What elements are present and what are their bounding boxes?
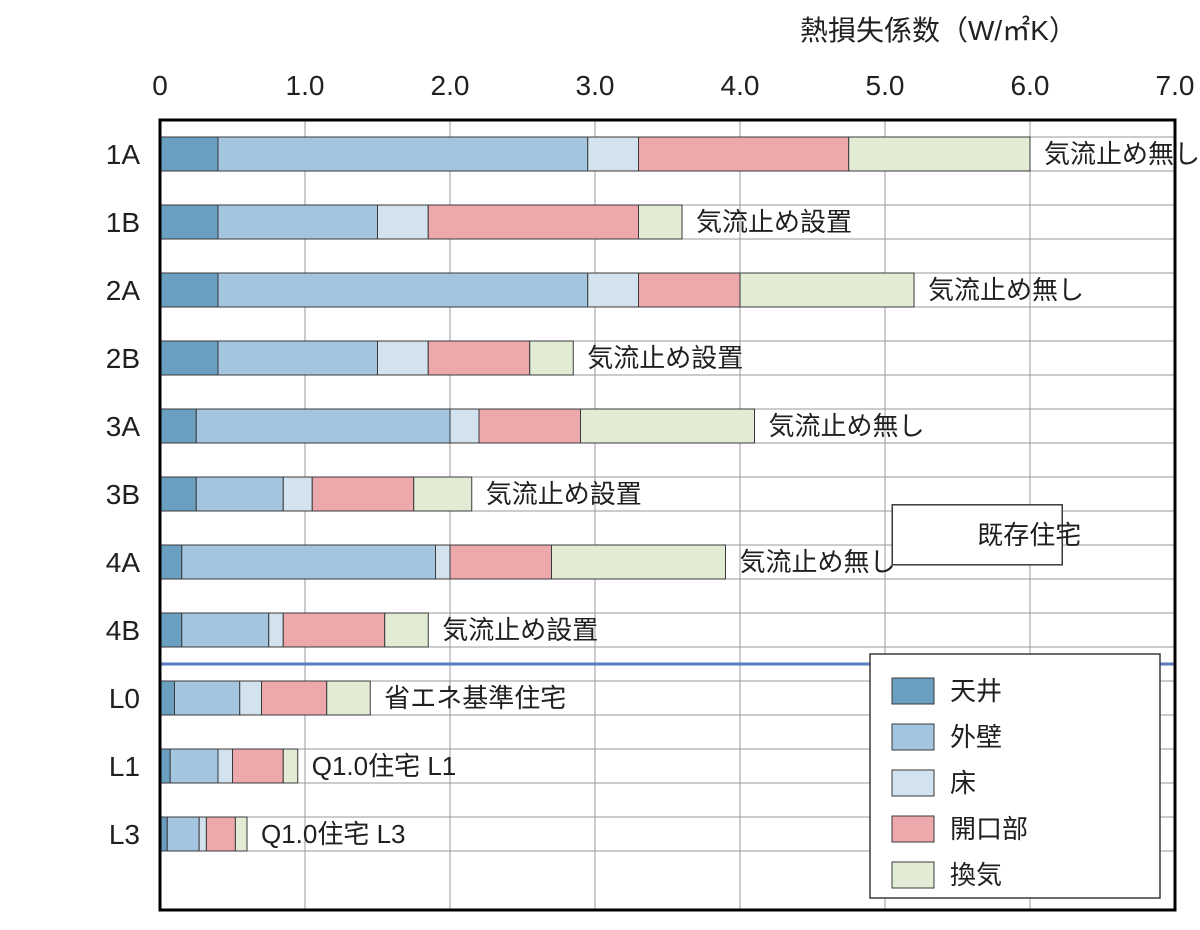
- bar-segment: [167, 817, 199, 851]
- legend-swatch: [892, 816, 934, 842]
- bar-segment: [581, 409, 755, 443]
- bar-segment: [160, 477, 196, 511]
- bar-segment: [327, 681, 371, 715]
- x-tick-label: 2.0: [431, 70, 470, 101]
- x-tick-label: 4.0: [721, 70, 760, 101]
- x-tick-label: 5.0: [866, 70, 905, 101]
- bar-segment: [269, 613, 284, 647]
- legend-label: 床: [950, 768, 976, 798]
- bar-segment: [283, 477, 312, 511]
- x-tick-label: 3.0: [576, 70, 615, 101]
- bar-segment: [530, 341, 574, 375]
- bar-segment: [428, 341, 530, 375]
- bar-segment: [160, 545, 182, 579]
- bar-segment: [182, 545, 436, 579]
- bar-segment: [160, 137, 218, 171]
- bar-segment: [160, 205, 218, 239]
- row-note: 省エネ基準住宅: [384, 683, 566, 713]
- bar-segment: [639, 137, 849, 171]
- annotation-text: 既存住宅: [977, 520, 1081, 550]
- category-label: L0: [109, 683, 140, 714]
- row-note: 気流止め無し: [769, 411, 925, 441]
- bar-segment: [199, 817, 206, 851]
- category-label: 2A: [106, 275, 141, 306]
- bar-segment: [160, 681, 175, 715]
- category-label: 2B: [106, 343, 140, 374]
- axis-title: 熱損失係数（W/㎡K）: [800, 15, 1077, 46]
- bar-segment: [378, 205, 429, 239]
- category-label: 3B: [106, 479, 140, 510]
- bar-segment: [160, 409, 196, 443]
- legend-label: 外壁: [950, 722, 1002, 752]
- category-label: L3: [109, 819, 140, 850]
- bar-segment: [218, 137, 588, 171]
- x-tick-label: 0: [152, 70, 168, 101]
- bar-segment: [160, 749, 170, 783]
- bar-segment: [170, 749, 218, 783]
- row-note: 気流止め無し: [1044, 139, 1200, 169]
- row-note: 気流止め設置: [696, 207, 852, 237]
- bar-segment: [450, 545, 552, 579]
- bar-segment: [639, 205, 683, 239]
- bar-segment: [588, 273, 639, 307]
- category-label: 4A: [106, 547, 141, 578]
- legend-swatch: [892, 770, 934, 796]
- legend-swatch: [892, 678, 934, 704]
- bar-segment: [479, 409, 581, 443]
- bar-segment: [233, 749, 284, 783]
- bar-segment: [283, 613, 385, 647]
- heat-loss-stacked-bar-chart: 熱損失係数（W/㎡K） 0 1.0 2.0 3.0 4.0 5.0 6.0 7.0 1A 気流止め無…: [0, 0, 1200, 930]
- bar-segment: [218, 341, 378, 375]
- row-note: 気流止め設置: [486, 479, 642, 509]
- legend-label: 天井: [950, 676, 1002, 706]
- category-label: 4B: [106, 615, 140, 646]
- bar-segment: [312, 477, 414, 511]
- category-label: L1: [109, 751, 140, 782]
- bar-segment: [218, 205, 378, 239]
- category-label: 3A: [106, 411, 141, 442]
- bar-segment: [552, 545, 726, 579]
- bar-segment: [588, 137, 639, 171]
- bar-segment: [196, 477, 283, 511]
- bar-segment: [428, 205, 638, 239]
- x-tick-label: 6.0: [1011, 70, 1050, 101]
- bar-segment: [436, 545, 451, 579]
- bar-segment: [849, 137, 1030, 171]
- bar-segment: [262, 681, 327, 715]
- bar-segment: [175, 681, 240, 715]
- bar-segment: [450, 409, 479, 443]
- bar-segment: [639, 273, 741, 307]
- bar-segment: [385, 613, 429, 647]
- bar-segment: [218, 749, 233, 783]
- row-note: 気流止め設置: [442, 615, 598, 645]
- bar-segment: [740, 273, 914, 307]
- bar-segment: [378, 341, 429, 375]
- category-label: 1B: [106, 207, 140, 238]
- bar-segment: [218, 273, 588, 307]
- legend-swatch: [892, 724, 934, 750]
- bar-segment: [160, 341, 218, 375]
- category-label: 1A: [106, 139, 141, 170]
- x-tick-label: 1.0: [286, 70, 325, 101]
- row-note: 気流止め無し: [740, 547, 896, 577]
- row-note: 気流止め無し: [928, 275, 1084, 305]
- bar-segment: [182, 613, 269, 647]
- legend-label: 換気: [950, 860, 1002, 890]
- row-note: Q1.0住宅 L1: [312, 751, 457, 781]
- bar-segment: [283, 749, 298, 783]
- row-note: Q1.0住宅 L3: [261, 819, 406, 849]
- legend-swatch: [892, 862, 934, 888]
- x-tick-label: 7.0: [1156, 70, 1195, 101]
- row-note: 気流止め設置: [587, 343, 743, 373]
- bar-segment: [160, 613, 182, 647]
- bar-segment: [206, 817, 235, 851]
- bar-segment: [235, 817, 247, 851]
- legend-label: 開口部: [950, 814, 1028, 844]
- bar-segment: [240, 681, 262, 715]
- bar-segment: [196, 409, 450, 443]
- bar-segment: [160, 273, 218, 307]
- bar-segment: [414, 477, 472, 511]
